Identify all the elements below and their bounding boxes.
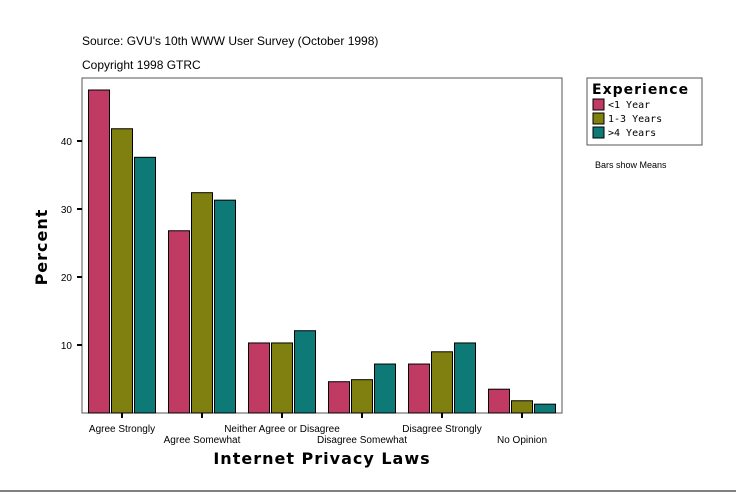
bar (374, 363, 396, 414)
legend-label: >4 Years (608, 128, 656, 139)
bar (88, 89, 110, 414)
x-tick-label: Neither Agree or Disagree (224, 424, 340, 435)
legend-swatch (592, 126, 605, 139)
legend-swatch (592, 112, 605, 125)
plot-frame (81, 77, 563, 414)
x-tick-label: Disagree Strongly (402, 424, 481, 435)
legend-label: <1 Year (608, 100, 650, 111)
source-text: Source: GVU's 10th WWW User Survey (Octo… (82, 34, 378, 48)
y-axis-title: Percent (32, 209, 51, 286)
bar (431, 351, 453, 414)
x-tick-label: Agree Somewhat (164, 435, 241, 446)
legend-title: Experience (592, 82, 689, 98)
bar (214, 199, 236, 414)
y-tick-label: 40 (61, 137, 73, 148)
bar (408, 363, 430, 414)
bar (351, 379, 373, 414)
legend-label: 1-3 Years (608, 114, 662, 125)
bar (248, 342, 270, 414)
bar (294, 330, 316, 414)
y-tick-label: 20 (61, 273, 73, 284)
bar (534, 403, 556, 414)
x-tick-label: Agree Strongly (89, 424, 155, 435)
legend-swatch (592, 98, 605, 111)
bar (168, 230, 190, 414)
bar (111, 128, 133, 414)
x-tick-label: Disagree Somewhat (317, 435, 407, 446)
bar (488, 388, 510, 414)
copyright-text: Copyright 1998 GTRC (82, 58, 201, 72)
x-axis-title: Internet Privacy Laws (213, 449, 430, 468)
x-tick-label: No Opinion (497, 435, 547, 446)
bar (328, 381, 350, 414)
bar (191, 192, 213, 414)
y-tick-label: 30 (61, 205, 73, 216)
bar (454, 342, 476, 414)
bar (271, 342, 293, 414)
bar (134, 156, 156, 414)
bar (511, 400, 533, 414)
y-tick-label: 10 (61, 341, 73, 352)
note-text: Bars show Means (595, 160, 667, 170)
legend-box (586, 77, 703, 146)
